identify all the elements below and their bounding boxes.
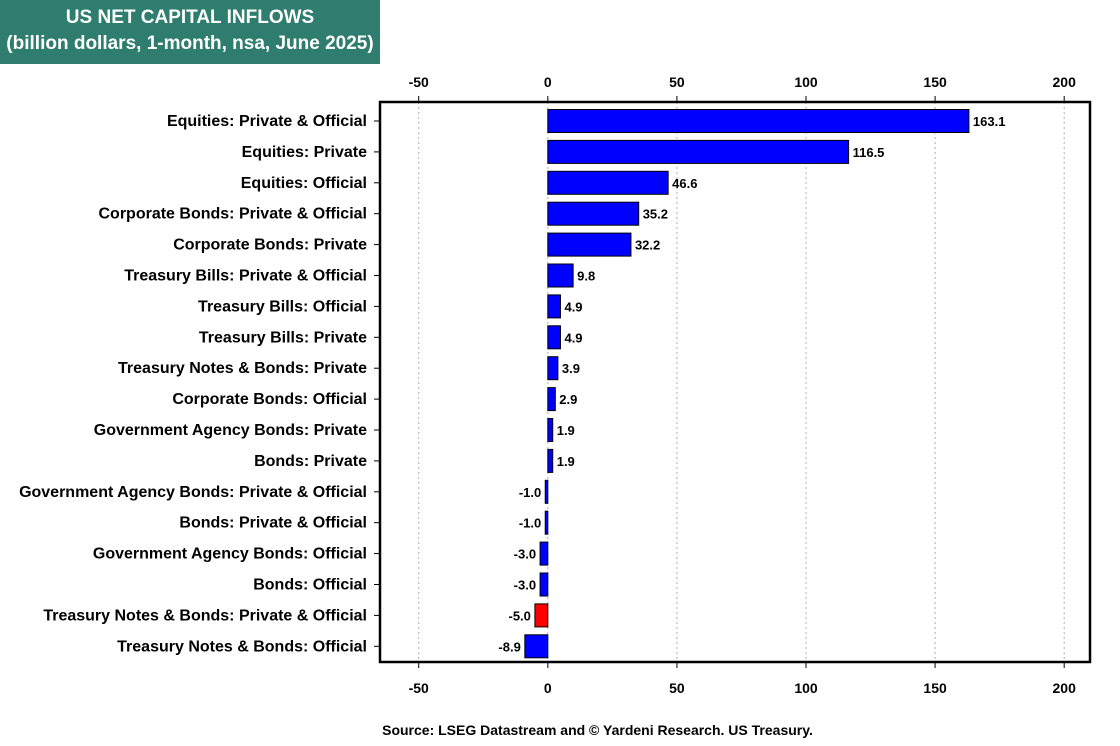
category-label: Bonds: Official [253, 577, 367, 594]
value-label: 3.9 [562, 361, 580, 376]
category-label: Bonds: Private & Official [179, 515, 367, 532]
value-label: 46.6 [672, 176, 697, 191]
bar [547, 418, 554, 442]
category-label: Equities: Private [242, 144, 367, 161]
category-label: Corporate Bonds: Official [172, 391, 367, 408]
value-label: -8.9 [498, 639, 520, 654]
value-label: 4.9 [564, 299, 582, 314]
bar [539, 541, 549, 566]
bar [547, 294, 561, 319]
value-label: 9.8 [577, 269, 595, 284]
bar [544, 479, 549, 504]
value-label: 4.9 [564, 330, 582, 345]
bar [547, 139, 850, 164]
x-tick-label-bottom: 0 [544, 680, 552, 696]
x-tick-label-top: 50 [669, 74, 685, 90]
value-label: 116.5 [853, 145, 885, 160]
bar [544, 510, 549, 535]
category-label: Government Agency Bonds: Private & Offic… [19, 484, 367, 501]
bar [524, 634, 549, 659]
bar [547, 356, 559, 381]
x-tick-label-bottom: -50 [409, 680, 429, 696]
value-label: 2.9 [559, 392, 577, 407]
category-label: Bonds: Private [254, 453, 367, 470]
x-tick-label-top: 150 [923, 74, 947, 90]
plot-frame [378, 100, 1092, 664]
bar [547, 448, 554, 473]
chart-subtitle: (billion dollars, 1-month, nsa, June 202… [6, 33, 374, 54]
value-label: -5.0 [509, 608, 531, 623]
x-tick-label-bottom: 200 [1053, 680, 1077, 696]
bar [547, 263, 574, 288]
value-label: 35.2 [643, 207, 668, 222]
category-label: Corporate Bonds: Private & Official [99, 206, 368, 223]
category-label: Government Agency Bonds: Official [93, 546, 367, 563]
bar [547, 109, 970, 133]
bar [547, 387, 556, 412]
x-tick-label-bottom: 100 [794, 680, 818, 696]
bar [547, 201, 640, 226]
x-tick-label-bottom: 50 [669, 680, 685, 696]
category-label: Treasury Notes & Bonds: Private [118, 360, 367, 377]
value-label: -3.0 [514, 547, 536, 562]
value-label: 1.9 [557, 423, 575, 438]
x-tick-label-top: 200 [1053, 74, 1077, 90]
bar [547, 325, 561, 350]
x-tick-label-top: 100 [794, 74, 818, 90]
category-label: Treasury Bills: Private & Official [124, 268, 367, 285]
category-label: Treasury Notes & Bonds: Private & Offici… [43, 607, 367, 624]
value-label: -3.0 [514, 578, 536, 593]
bar [534, 603, 549, 628]
chart-title-box: US NET CAPITAL INFLOWS (billion dollars,… [0, 0, 380, 64]
x-tick-label-top: -50 [409, 74, 429, 90]
source-note: Source: LSEG Datastream and © Yardeni Re… [382, 722, 813, 738]
value-label: 163.1 [973, 114, 1006, 129]
x-tick-label-top: 0 [544, 74, 552, 90]
chart-title: US NET CAPITAL INFLOWS [65, 7, 315, 28]
category-label: Equities: Private & Official [167, 113, 367, 130]
value-label: 1.9 [557, 454, 575, 469]
category-label: Corporate Bonds: Private [173, 237, 367, 254]
x-tick-label-bottom: 150 [923, 680, 947, 696]
category-label: Equities: Official [241, 175, 367, 192]
category-label: Treasury Notes & Bonds: Official [117, 638, 367, 655]
category-label: Treasury Bills: Private [199, 329, 367, 346]
bar [539, 572, 549, 597]
value-label: -1.0 [519, 485, 541, 500]
category-label: Treasury Bills: Official [198, 298, 367, 315]
bar [547, 232, 632, 257]
category-label: Government Agency Bonds: Private [94, 422, 367, 439]
value-label: -1.0 [519, 516, 541, 531]
value-label: 32.2 [635, 238, 660, 253]
bar [547, 170, 669, 195]
